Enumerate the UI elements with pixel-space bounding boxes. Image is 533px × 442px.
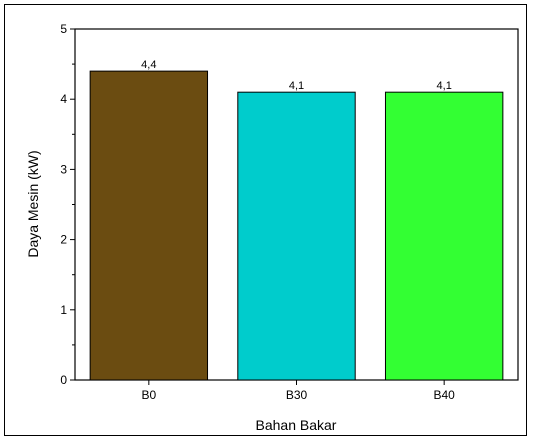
y-tick-label: 5	[60, 22, 67, 36]
y-axis-title: Daya Mesin (kW)	[25, 150, 41, 257]
x-tick-label-b0: B0	[141, 388, 156, 402]
x-axis-title: Bahan Bakar	[256, 417, 337, 433]
x-tick-label-b30: B30	[286, 388, 308, 402]
y-tick-label: 3	[60, 162, 67, 176]
y-tick-label: 0	[60, 373, 67, 387]
bar-b30	[237, 91, 356, 381]
data-label-b0: 4,4	[141, 59, 156, 71]
y-tick-label: 4	[60, 92, 67, 106]
y-axis: 0 1 2 3 4 5	[60, 22, 75, 387]
bar-b0	[89, 70, 209, 381]
y-tick-label: 2	[60, 233, 67, 247]
x-axis: B0 B30 B40	[141, 380, 455, 402]
data-labels: 4,4 4,1 4,1	[141, 59, 452, 92]
bar-b40	[384, 91, 504, 381]
bars	[89, 70, 504, 381]
data-label-b30: 4,1	[289, 80, 304, 92]
data-label-b40: 4,1	[437, 80, 452, 92]
x-tick-label-b40: B40	[433, 388, 455, 402]
y-tick-label: 1	[60, 303, 67, 317]
